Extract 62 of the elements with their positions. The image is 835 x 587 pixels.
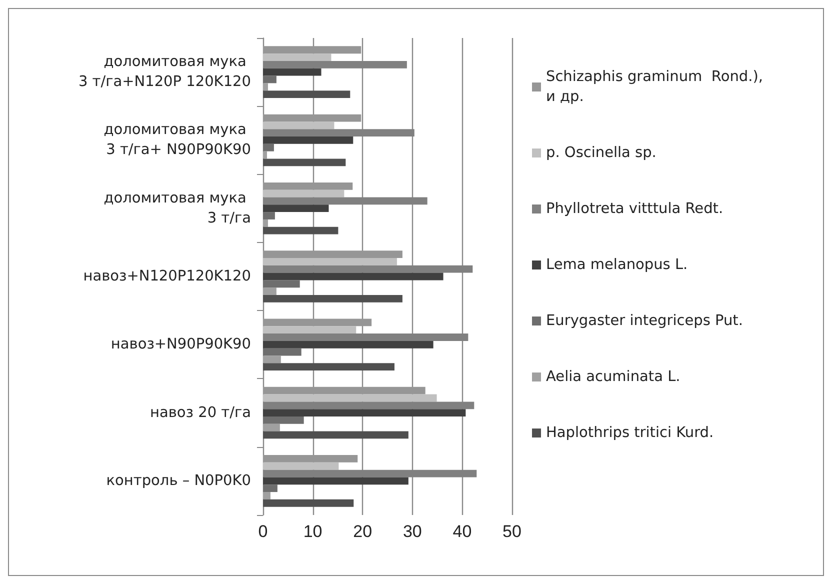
y-tick-label: навоз+N90P90K90 — [110, 336, 251, 353]
bar — [263, 492, 270, 500]
bar — [263, 394, 437, 402]
bar — [263, 294, 402, 302]
bar — [263, 90, 350, 98]
bar — [263, 250, 402, 258]
bar — [263, 484, 278, 492]
bar — [263, 326, 356, 334]
legend-label: Schizaphis graminum Rond.), и др. — [546, 69, 768, 105]
legend-label: Eurygaster integriceps Put. — [546, 313, 743, 329]
y-tick-label: навоз+N120P120K120 — [83, 268, 251, 284]
x-tick-label: 0 — [258, 522, 268, 541]
bar — [263, 258, 397, 266]
x-tick-label: 30 — [402, 522, 422, 541]
bar — [263, 144, 274, 152]
bar — [263, 416, 304, 424]
x-tick-label: 10 — [303, 522, 322, 541]
bar — [263, 424, 280, 432]
bar — [263, 272, 444, 280]
bar — [263, 46, 362, 54]
bar — [263, 340, 434, 348]
bar — [263, 158, 346, 166]
bar — [263, 431, 408, 439]
bar — [263, 68, 322, 76]
x-tick-label: 50 — [502, 522, 522, 541]
bar — [263, 409, 466, 416]
bar — [263, 288, 276, 295]
bar — [263, 348, 302, 356]
legend-label: Phyllotreta vitttula Redt. — [546, 201, 724, 217]
x-tick-label: 40 — [452, 522, 472, 541]
bar — [263, 318, 372, 326]
bar — [263, 226, 338, 234]
bar — [263, 462, 339, 470]
y-tick-label: доломитовая мука 3 т/га+ N90P90K90 — [104, 122, 251, 158]
bar — [263, 280, 300, 288]
bar — [263, 219, 268, 227]
bar — [263, 455, 358, 462]
bar — [263, 190, 344, 198]
bar — [263, 386, 426, 394]
legend-label: Haplothrips tritici Kurd. — [546, 425, 714, 441]
bar — [263, 499, 354, 507]
x-tick-label: 20 — [353, 522, 372, 541]
y-tick-label: контроль – N0P0K0 — [106, 472, 251, 489]
bar — [263, 363, 394, 371]
bar — [263, 83, 268, 91]
y-tick-label: доломитовая мука 3 т/га+N120P 120K120 — [78, 54, 251, 90]
bar — [263, 114, 362, 122]
legend-label: p. Oscinella sp. — [546, 145, 656, 161]
bar — [263, 136, 354, 144]
legend-label: Aelia acuminata L. — [546, 369, 680, 385]
bar — [263, 122, 334, 130]
bar — [263, 204, 329, 212]
bar — [263, 76, 276, 84]
bar — [263, 356, 281, 364]
legend-label: Lema melanopus L. — [546, 257, 688, 273]
bar — [263, 212, 275, 220]
bar — [263, 477, 408, 485]
bar — [263, 151, 267, 159]
y-tick-label: навоз 20 т/га — [150, 404, 251, 421]
bar — [263, 182, 353, 190]
y-tick-label: доломитовая мука 3 т/га — [104, 190, 251, 226]
bar — [263, 54, 332, 61]
